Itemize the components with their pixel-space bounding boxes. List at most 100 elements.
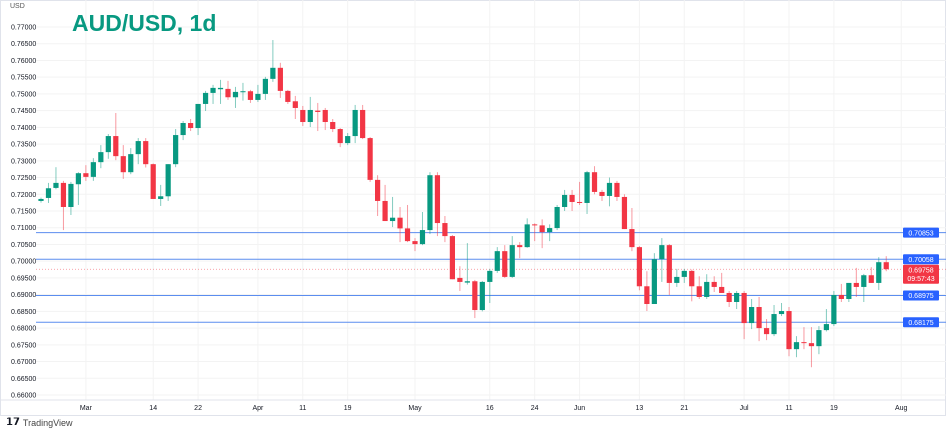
candle-body xyxy=(756,307,762,329)
candle xyxy=(846,282,852,302)
candle-body xyxy=(524,224,530,248)
y-tick-label: 0.76500 xyxy=(11,41,36,48)
candle-body xyxy=(449,236,455,280)
candle-body xyxy=(659,245,665,260)
candle-body xyxy=(763,328,770,335)
candle xyxy=(217,79,224,104)
candle xyxy=(419,212,426,246)
candle xyxy=(734,290,740,310)
candle xyxy=(472,279,478,319)
candle-body xyxy=(262,78,268,94)
candle-body xyxy=(487,270,493,282)
candle-body xyxy=(689,270,695,287)
candle xyxy=(285,89,291,104)
candle-body xyxy=(741,292,747,324)
candle xyxy=(599,189,605,201)
candle xyxy=(352,104,358,144)
candle xyxy=(188,119,194,132)
candle xyxy=(345,133,351,146)
candle-body xyxy=(53,182,59,188)
candle xyxy=(749,298,755,330)
candle xyxy=(861,273,867,302)
candle-body xyxy=(576,201,583,203)
candle-body xyxy=(285,90,291,102)
candle-body xyxy=(45,188,52,198)
y-tick-label: 0.68500 xyxy=(11,309,36,316)
candle xyxy=(659,238,665,282)
x-tick-label: 19 xyxy=(344,405,352,412)
candle-body xyxy=(315,110,321,112)
candle-body xyxy=(853,282,859,287)
candle xyxy=(831,290,837,327)
tradingview-logo[interactable]: 𝟭𝟳 TradingView xyxy=(6,417,72,428)
currency-label: USD xyxy=(10,3,25,10)
candle-body xyxy=(389,217,396,222)
level-price-label: 0.68175 xyxy=(908,320,933,327)
candle-body xyxy=(270,67,276,79)
candle xyxy=(247,89,254,103)
candle xyxy=(651,253,657,305)
candle xyxy=(60,180,67,231)
candle-body xyxy=(83,173,89,177)
candle-body xyxy=(464,281,470,283)
candle xyxy=(315,102,321,132)
candle-body xyxy=(778,311,785,315)
candle-body xyxy=(644,286,650,305)
candle-body xyxy=(60,182,67,207)
candle-body xyxy=(584,172,590,203)
time-axis[interactable]: Mar 14 22 Apr 11 19 May 16 24 Jun 13 21 Jul 11 19 Aug xyxy=(80,405,908,412)
candle xyxy=(696,276,702,299)
y-tick-label: 0.66500 xyxy=(11,376,36,383)
candle xyxy=(449,235,455,280)
y-tick-label: 0.77000 xyxy=(11,25,36,32)
candle xyxy=(337,128,343,148)
level-price-badge xyxy=(903,317,939,328)
candle xyxy=(614,180,620,201)
candle xyxy=(801,327,807,350)
candle-body xyxy=(307,109,313,123)
candle-body xyxy=(771,314,777,335)
candle-body xyxy=(345,136,351,144)
candle-body xyxy=(704,281,710,297)
candle xyxy=(68,181,74,216)
price-axis[interactable]: 0.66000 0.66500 0.67000 0.67500 0.68000 0.685… xyxy=(11,25,36,400)
candle xyxy=(322,107,328,131)
price-badges: 0.70853 0.70058 0.68975 0.68175 0.69758 09:57… xyxy=(903,227,939,328)
y-tick-label: 0.66000 xyxy=(11,393,36,400)
y-tick-label: 0.71500 xyxy=(11,209,36,216)
candle xyxy=(330,119,336,133)
candle xyxy=(876,257,882,290)
candle-body xyxy=(599,191,605,196)
candle xyxy=(202,90,209,111)
candle xyxy=(883,256,889,272)
candle-body xyxy=(749,307,755,324)
candle xyxy=(771,305,777,337)
last-price-badge xyxy=(903,264,939,284)
candle xyxy=(674,268,680,287)
y-tick-label: 0.75500 xyxy=(11,75,36,82)
x-tick-label: 16 xyxy=(486,405,494,412)
candle xyxy=(808,327,815,368)
candle xyxy=(726,290,732,308)
candle xyxy=(300,105,306,127)
y-tick-label: 0.75000 xyxy=(11,91,36,98)
candle xyxy=(681,268,687,283)
candle xyxy=(636,246,642,291)
candle xyxy=(367,137,373,182)
candle xyxy=(262,76,268,100)
candle-body xyxy=(352,109,358,137)
candle-body xyxy=(621,196,628,230)
candle-body xyxy=(434,175,441,224)
candle xyxy=(569,189,575,211)
candle-body xyxy=(606,182,613,196)
candle xyxy=(778,303,785,317)
candle xyxy=(457,266,463,291)
candle-body xyxy=(165,164,171,197)
candle-body xyxy=(562,194,568,207)
candle xyxy=(360,104,366,140)
candle xyxy=(853,267,859,297)
candle-body xyxy=(247,91,254,100)
x-tick-label: 13 xyxy=(636,405,644,412)
candle-body xyxy=(180,123,186,136)
